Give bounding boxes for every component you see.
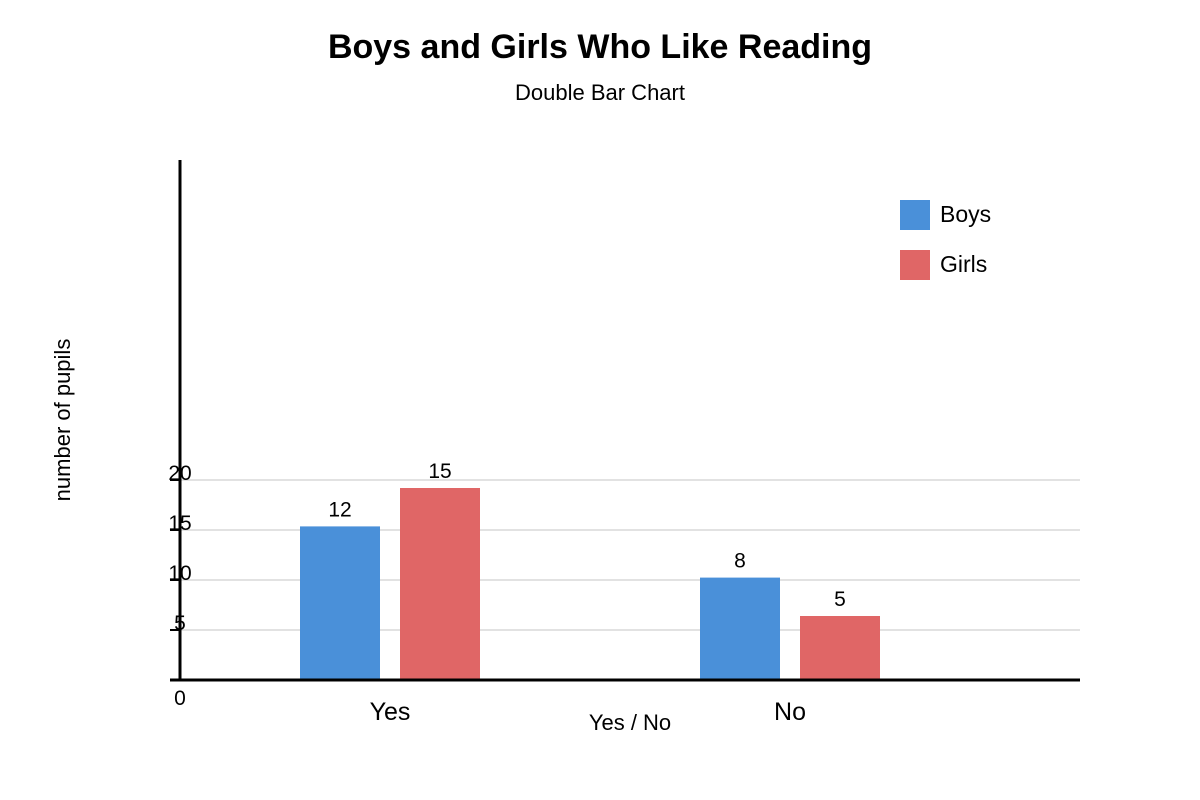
y-tick-label: 10 [168, 562, 191, 585]
y-tick-labels: 0 5 10 15 20 [168, 462, 191, 710]
x-tick-labels: Yes No [370, 698, 806, 726]
y-tick-label: 0 [174, 687, 186, 710]
y-tick-label: 20 [168, 462, 191, 485]
x-tick-label: Yes [370, 698, 411, 726]
chart-subtitle: Double Bar Chart [515, 80, 685, 105]
legend-swatch-boys [900, 200, 930, 230]
x-tick-label: No [774, 698, 806, 726]
bar-value-label: 15 [428, 460, 451, 483]
legend-swatch-girls [900, 250, 930, 280]
x-axis-label: Yes / No [589, 710, 671, 735]
bar-boys-yes [300, 526, 380, 680]
bar-girls-no [800, 616, 880, 680]
bar-boys-no [700, 577, 780, 680]
y-tick-label: 15 [168, 512, 191, 535]
bar-girls-yes [400, 488, 480, 680]
bar-value-label: 12 [328, 498, 351, 521]
bar-value-label: 8 [734, 550, 746, 573]
axes [170, 160, 1080, 682]
bars [300, 488, 880, 680]
chart-title: Boys and Girls Who Like Reading [327, 28, 873, 66]
y-tick-label: 5 [174, 612, 186, 635]
bar-value-label: 5 [834, 588, 846, 611]
legend-label-girls: Girls [940, 251, 987, 277]
legend-label-boys: Boys [940, 201, 991, 227]
legend: Boys Girls [900, 200, 991, 280]
y-axis-label: number of pupils [50, 339, 75, 502]
data-labels: 12 15 8 5 [328, 460, 846, 611]
